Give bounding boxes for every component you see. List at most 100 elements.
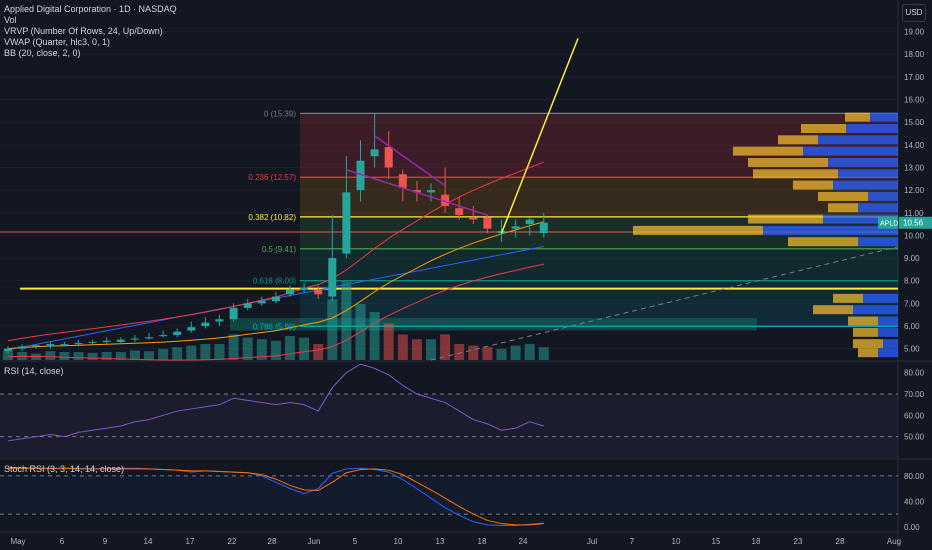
candle-body	[483, 217, 492, 229]
candle-body	[145, 337, 153, 339]
candle-body	[328, 258, 337, 297]
volume-bar	[3, 350, 13, 360]
candle-body	[257, 301, 266, 304]
currency-button[interactable]: USD	[902, 4, 926, 22]
volume-profile-down	[788, 237, 858, 247]
fib-level-label: 0 (15.39)	[264, 109, 296, 118]
volume-profile-up	[858, 203, 898, 213]
rsi-pane-label[interactable]: RSI (14, close)	[4, 366, 64, 376]
time-axis-label: 10	[672, 537, 681, 546]
volume-bar	[186, 345, 197, 360]
volume-profile-down	[845, 112, 870, 122]
volume-bar	[115, 352, 126, 360]
fib-level-label: 0.236 (12.57)	[248, 173, 296, 182]
volume-bar	[482, 347, 493, 360]
volume-bar	[45, 351, 56, 360]
trend-line	[374, 135, 446, 187]
candle-body	[159, 335, 168, 337]
time-axis-label: 6	[60, 537, 65, 546]
volume-bar	[383, 323, 394, 360]
candle-body	[229, 307, 238, 320]
volume-bar	[285, 336, 295, 360]
volume-profile-down	[748, 157, 828, 167]
legend-vol[interactable]: Vol	[4, 15, 17, 25]
bb-basis-line	[7, 221, 544, 350]
stoch-pane-label[interactable]: Stoch RSI (3, 3, 14, 14, close)	[4, 464, 125, 474]
time-axis-label: 24	[519, 537, 528, 546]
volume-profile-up	[853, 305, 898, 315]
stoch-d-line	[8, 467, 544, 526]
time-axis-label: 17	[186, 537, 195, 546]
candle-body	[370, 149, 379, 157]
stoch-axis-label: 40.00	[904, 497, 925, 506]
volume-profile-down	[853, 327, 878, 337]
rsi-axis-label: 80.00	[904, 369, 925, 378]
price-axis-label: 14.00	[904, 141, 925, 150]
candle-body	[384, 147, 393, 168]
time-axis-label: 28	[268, 537, 277, 546]
time-axis-label: 28	[836, 537, 845, 546]
time-axis-label: 15	[712, 537, 721, 546]
volume-profile-down	[801, 123, 846, 133]
volume-bar	[228, 334, 239, 360]
volume-profile-down	[853, 339, 883, 349]
time-axis-label: 22	[228, 537, 237, 546]
candle-body	[300, 287, 309, 290]
volume-bar	[496, 348, 507, 360]
fib-level-label: 0.618 (8.00)	[253, 277, 296, 286]
volume-profile-down	[793, 180, 833, 190]
legend-vrvp[interactable]: VRVP (Number Of Rows, 24, Up/Down)	[4, 26, 163, 36]
fib-level-label: 0.5 (9.41)	[262, 245, 297, 254]
volume-profile-down	[748, 214, 823, 224]
price-axis-label: 7.00	[904, 299, 920, 308]
candle-body	[88, 341, 97, 343]
candle-body	[187, 327, 196, 331]
volume-bar	[327, 299, 338, 360]
volume-profile-down	[813, 305, 853, 315]
time-axis-label: Jun	[308, 537, 321, 546]
candle-body	[427, 190, 435, 193]
rsi-axis-label: 50.00	[904, 433, 925, 442]
candle-body	[32, 345, 41, 347]
volume-bar	[369, 312, 380, 360]
volume-profile-down	[858, 348, 878, 358]
candle-body	[314, 289, 323, 295]
time-axis-label: Jul	[587, 537, 597, 546]
time-axis-label: 13	[436, 537, 445, 546]
volume-bar	[129, 350, 140, 360]
stoch-axis-label: 80.00	[904, 472, 925, 481]
trend-line	[346, 169, 488, 216]
candle-body	[60, 344, 69, 346]
candle-body	[4, 348, 12, 351]
volume-bar	[242, 337, 253, 360]
volume-profile-up	[883, 339, 898, 349]
price-axis-label: 11.00	[904, 209, 924, 218]
volume-profile-down	[833, 293, 863, 303]
volume-profile-up	[833, 180, 898, 190]
candle-body	[511, 226, 520, 229]
volume-profile-up	[818, 135, 898, 145]
volume-bar	[397, 334, 408, 360]
candle-body	[412, 190, 421, 193]
price-badge-value-text: 10.56	[903, 219, 924, 228]
chart-legend: Applied Digital Corporation · 1D · NASDA…	[4, 4, 177, 59]
volume-profile-up	[803, 146, 898, 156]
volume-profile-down	[848, 316, 878, 326]
candle-body	[130, 338, 139, 340]
volume-bar	[411, 339, 422, 360]
volume-profile-up	[878, 348, 898, 358]
volume-bar	[341, 281, 352, 360]
time-axis-label: 18	[752, 537, 761, 546]
stoch-band	[0, 475, 898, 515]
volume-profile-up	[868, 191, 898, 201]
symbol-title[interactable]: Applied Digital Corporation · 1D · NASDA…	[4, 4, 177, 14]
legend-bb[interactable]: BB (20, close, 2, 0)	[4, 48, 81, 58]
time-axis-label: 14	[144, 537, 153, 546]
volume-bar	[313, 344, 324, 360]
candle-body	[539, 222, 548, 234]
volume-bar	[101, 352, 112, 360]
legend-vwap[interactable]: VWAP (Quarter, hlc3, 0, 1)	[4, 37, 111, 47]
volume-bar	[440, 334, 451, 360]
candle-body	[342, 192, 351, 254]
